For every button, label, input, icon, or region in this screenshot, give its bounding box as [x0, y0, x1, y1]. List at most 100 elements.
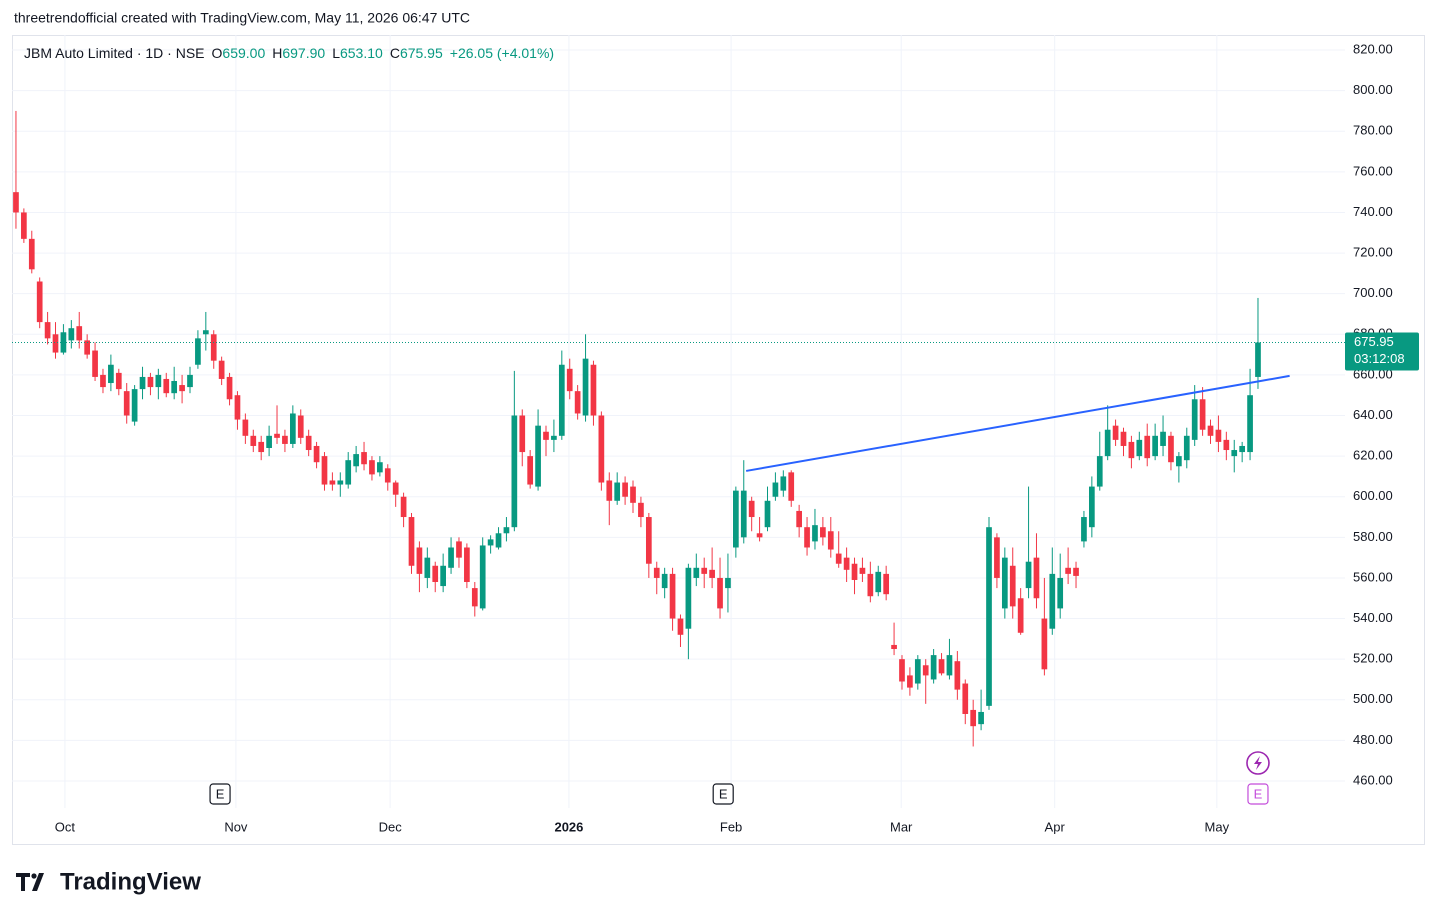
candle-body: [1120, 431, 1127, 446]
candle-body: [764, 500, 771, 528]
candle-body: [456, 541, 462, 558]
legend-value: 653.10: [340, 45, 383, 61]
candle-body: [242, 419, 249, 436]
legend-value: 659.00: [222, 45, 265, 61]
y-tick-label: 700.00: [1353, 285, 1393, 300]
candle-body: [297, 415, 304, 438]
candle-body: [424, 557, 431, 578]
candle-body: [1065, 567, 1071, 574]
candle-body: [1239, 445, 1246, 453]
x-tick-label: May: [1205, 819, 1230, 834]
candle-body: [1025, 561, 1032, 589]
trendline: [745, 374, 1290, 472]
candle-body: [226, 376, 233, 400]
legend-key: L: [332, 45, 340, 61]
candle-body: [1183, 435, 1190, 461]
last-price-box: [1345, 332, 1419, 371]
candle-body: [131, 389, 138, 422]
candle-body: [582, 358, 589, 416]
candle-body: [653, 567, 660, 578]
candle-body: [558, 364, 565, 436]
candle-body: [400, 496, 407, 518]
candle-body: [669, 573, 676, 619]
candle-body: [282, 435, 288, 444]
candle-body: [994, 537, 1000, 578]
candle-body: [1017, 598, 1024, 633]
candle-body: [258, 441, 265, 453]
candle-body: [677, 618, 684, 635]
candle-body: [1160, 431, 1166, 446]
candle-body: [84, 340, 91, 355]
candle-body: [543, 431, 549, 440]
candle-body: [448, 547, 454, 568]
candle-body: [1096, 456, 1103, 487]
candle-body: [614, 482, 621, 501]
candle-body: [321, 456, 328, 485]
candle-body: [1231, 450, 1238, 457]
candle-body: [1255, 342, 1261, 377]
candle-body: [551, 435, 557, 440]
y-tick-label: 760.00: [1353, 163, 1393, 178]
x-tick-label: Oct: [55, 819, 76, 834]
candle-body: [566, 368, 573, 392]
credit: threetrendofficial created with TradingV…: [14, 10, 470, 26]
candle-body: [1144, 435, 1151, 459]
candle-body: [471, 588, 478, 607]
candle-body: [867, 573, 874, 597]
x-tick-label: 2026: [554, 819, 583, 834]
candle-body: [1057, 577, 1064, 609]
candle-body: [100, 374, 106, 388]
candle-body: [796, 510, 802, 528]
candle-body: [1049, 573, 1056, 629]
candle-body: [907, 675, 913, 688]
candle-body: [1207, 425, 1214, 436]
candle-body: [408, 517, 415, 566]
candle-body: [313, 445, 320, 463]
candle-body: [954, 661, 961, 690]
candle-body: [416, 547, 423, 574]
candle-body: [1041, 618, 1048, 670]
y-tick-label: 600.00: [1353, 488, 1393, 503]
candle-body: [883, 573, 890, 595]
y-tick-label: 460.00: [1353, 772, 1393, 787]
legend-value: 675.95: [400, 45, 443, 61]
candle-body: [274, 433, 280, 438]
candle-body: [171, 380, 178, 394]
candle-body: [930, 655, 937, 680]
x-tick-label: Nov: [224, 819, 248, 834]
candle-body: [1033, 557, 1040, 599]
candle-body: [875, 571, 882, 593]
legend-value: 697.90: [282, 45, 325, 61]
legend-key: C: [390, 45, 400, 61]
candle-body: [392, 482, 399, 495]
candle-body: [709, 569, 715, 578]
candle-body: [1089, 486, 1095, 528]
candle-body: [52, 334, 59, 353]
candle-body: [535, 425, 541, 487]
candle-body: [938, 659, 945, 674]
plot: [13, 110, 1261, 747]
x-tick-label: Feb: [720, 819, 742, 834]
legend-key: O: [212, 45, 223, 61]
candle-body: [179, 385, 185, 392]
y-tick-label: 640.00: [1353, 407, 1393, 422]
candle-body: [464, 547, 470, 583]
y-tick-label: 560.00: [1353, 569, 1393, 584]
candle-body: [234, 395, 241, 420]
candle-body: [630, 486, 636, 503]
candle-body: [92, 350, 98, 377]
candle-body: [638, 502, 644, 518]
candle-body: [21, 212, 27, 239]
candle-body: [843, 557, 850, 570]
candle-body: [622, 482, 628, 497]
candle-body: [962, 683, 969, 714]
y-tick-label: 780.00: [1353, 123, 1393, 138]
candle-body: [685, 567, 692, 629]
legend: JBM Auto Limited · 1D · NSE O659.00 H697…: [24, 45, 554, 61]
frame: [12, 35, 1425, 845]
candle-body: [495, 533, 502, 548]
candle-body: [36, 281, 43, 323]
candle-body: [922, 665, 929, 676]
candle-body: [527, 456, 534, 485]
